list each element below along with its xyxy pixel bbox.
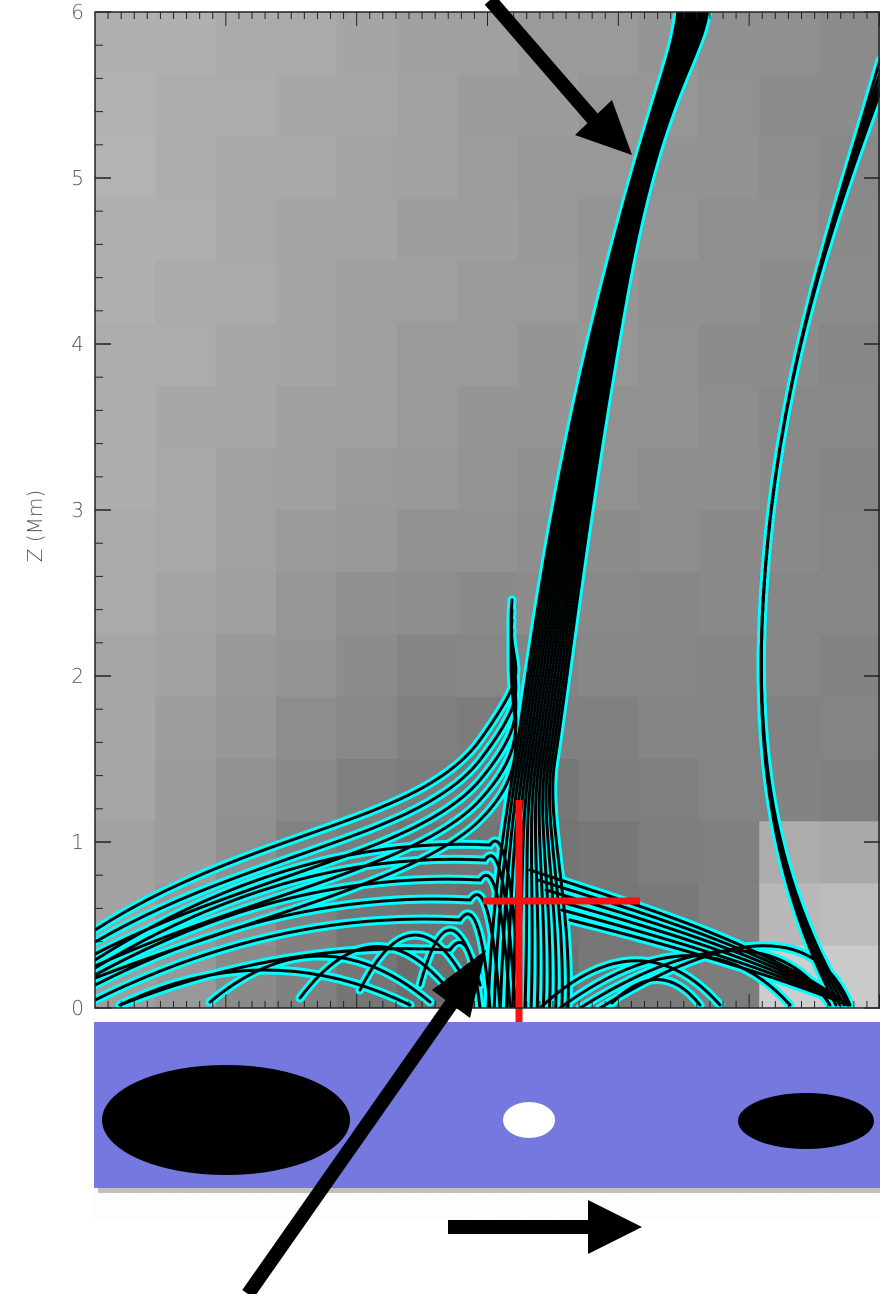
y-tick-label: 4 <box>71 332 84 356</box>
field-line <box>551 12 710 1008</box>
y-tick-label: 5 <box>71 166 84 190</box>
field-line <box>492 12 682 1008</box>
right-arrow-icon <box>448 1200 642 1254</box>
field-line <box>529 12 696 1008</box>
field-line <box>544 12 705 1008</box>
field-line <box>547 12 707 1008</box>
field-line <box>504 12 687 1008</box>
field-line <box>552 898 850 1007</box>
field-line <box>118 968 412 1007</box>
field-line <box>538 959 722 1008</box>
field-line <box>523 12 694 1008</box>
field-line <box>558 954 792 1008</box>
photosphere-strip <box>94 1022 880 1193</box>
y-axis-label: Z (Mm) <box>23 490 47 562</box>
y-tick-label: 3 <box>71 498 84 522</box>
field-line <box>95 912 492 1008</box>
field-line <box>358 933 472 992</box>
arrow-top <box>484 0 632 155</box>
field-line <box>528 868 850 1007</box>
positive-spot <box>503 1102 555 1138</box>
null-point-marker <box>483 800 640 1022</box>
field-line <box>568 918 850 1007</box>
field-line <box>536 878 850 1007</box>
y-tick-label: 1 <box>71 830 84 854</box>
arrow-bottom <box>242 950 486 1294</box>
field-line <box>560 908 850 1007</box>
field-line <box>533 12 698 1008</box>
field-line <box>95 873 512 1008</box>
plot-frame: 0 1 2 3 4 5 6 <box>71 0 880 1020</box>
field-line <box>498 12 684 1008</box>
field-line <box>759 88 880 1007</box>
y-tick-label: 0 <box>71 996 84 1020</box>
field-line <box>95 839 522 1008</box>
negative-spot-right <box>738 1093 874 1149</box>
negative-spot-left <box>102 1065 350 1175</box>
field-line <box>517 12 691 1008</box>
field-line <box>541 12 703 1008</box>
y-tick-label: 2 <box>71 664 84 688</box>
field-line <box>537 12 700 1008</box>
field-line <box>610 978 702 1007</box>
field-line <box>95 598 518 932</box>
field-line <box>208 954 432 1004</box>
field-line <box>298 945 457 1000</box>
field-lines <box>95 12 880 1008</box>
y-tick-label: 6 <box>71 0 84 24</box>
